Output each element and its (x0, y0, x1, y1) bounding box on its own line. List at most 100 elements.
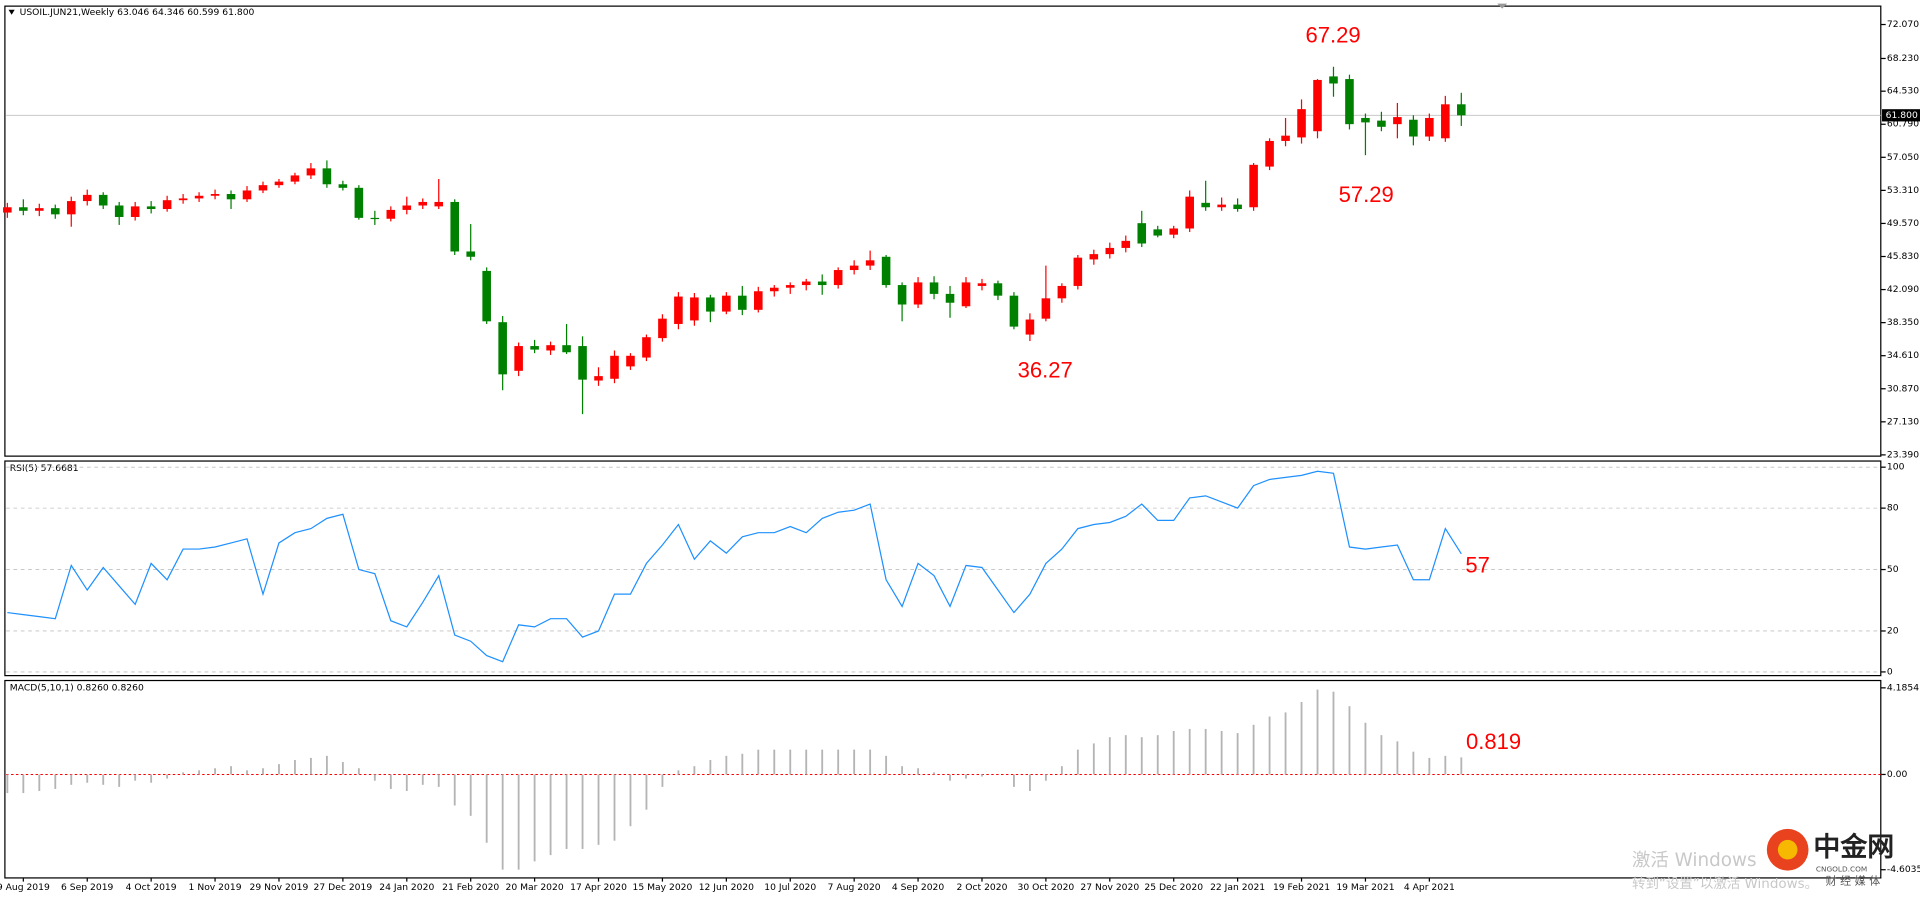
candle-body (1441, 104, 1450, 139)
x-tick-label: 4 Oct 2019 (126, 882, 177, 893)
x-tick-label: 17 Apr 2020 (570, 882, 627, 893)
last-price-box (1882, 109, 1920, 122)
candle-body (498, 322, 507, 375)
candle-body (1281, 135, 1290, 141)
x-tick-label: 2 Oct 2020 (957, 882, 1008, 893)
x-tick-label: 29 Nov 2019 (250, 882, 309, 893)
candle-body (466, 251, 475, 257)
candle-body (1457, 104, 1466, 116)
candle-body (1345, 79, 1354, 125)
y-tick-label: 23.390 (1887, 449, 1919, 460)
candle-body (562, 345, 571, 353)
candle-body (1169, 228, 1179, 235)
candle-body (1201, 202, 1210, 208)
y-tick-label: 20 (1887, 625, 1899, 636)
macd-title: MACD(5,10,1) 0.8260 0.8260 (10, 682, 144, 693)
candle-body (769, 287, 779, 292)
candle-body (306, 168, 316, 176)
candle-body (19, 207, 28, 211)
candle-body (849, 265, 859, 271)
candle-body (242, 190, 252, 200)
y-tick-label: 100 (1887, 462, 1905, 473)
candle-body (1105, 247, 1115, 255)
watermark: 转到“设置”以激活 Windows。 (1632, 876, 1818, 892)
candle-body (386, 209, 396, 219)
candle-body (738, 295, 747, 310)
candle-body (530, 346, 539, 350)
candle-body (370, 217, 380, 220)
candle-body (50, 208, 60, 215)
candle-body (290, 175, 300, 182)
candle-body (1121, 240, 1131, 248)
candle-body (674, 296, 683, 324)
annotation: 57 (1465, 552, 1490, 577)
x-tick-label: 27 Nov 2020 (1080, 882, 1139, 893)
candle-body (418, 201, 428, 206)
candle-body (833, 270, 843, 286)
candle-body (913, 282, 923, 305)
y-tick-label: 0.00 (1887, 769, 1908, 780)
candle-body (178, 198, 188, 201)
candle-body (322, 168, 332, 185)
candle-body (881, 256, 891, 286)
last-price-label: 61.800 (1886, 110, 1918, 121)
candle-body (1249, 164, 1258, 208)
x-tick-label: 27 Dec 2019 (314, 882, 373, 893)
x-tick-label: 4 Sep 2020 (892, 882, 945, 893)
y-tick-label: 72.070 (1887, 19, 1919, 30)
candle-body (897, 285, 907, 305)
x-tick-label: 24 Jan 2020 (379, 882, 434, 893)
x-tick-label: 12 Jun 2020 (699, 882, 754, 893)
y-tick-label: 57.050 (1887, 152, 1919, 163)
shift-marker (1497, 3, 1508, 9)
rsi-panel (4, 460, 1882, 677)
candle-body (1265, 140, 1274, 167)
candle-body (1137, 223, 1147, 244)
candle-body (146, 206, 156, 210)
candle-body (1153, 229, 1163, 236)
candle-body (1393, 117, 1402, 125)
candle-body (514, 346, 523, 371)
candle-body (82, 194, 92, 202)
y-tick-label: 60.790 (1887, 119, 1919, 130)
x-tick-label: 20 Mar 2020 (505, 882, 563, 893)
annotation: 36.27 (1018, 357, 1073, 382)
candle-body (961, 282, 971, 307)
candle-body (1409, 119, 1418, 137)
watermark: 激活 Windows (1632, 850, 1757, 871)
candle-body (1057, 285, 1067, 299)
candle-body (817, 281, 827, 286)
y-tick-label: 27.130 (1887, 416, 1919, 427)
candle-body (754, 291, 763, 310)
logo-site: CNGOLD.COM (1816, 864, 1867, 873)
x-tick-label: 1 Nov 2019 (189, 882, 242, 893)
candle-body (1025, 319, 1035, 335)
y-tick-label: 80 (1887, 503, 1899, 514)
y-tick-label: 4.1854 (1887, 682, 1919, 693)
candle-body (578, 346, 587, 380)
candle-body (594, 376, 603, 381)
x-tick-label: 19 Mar 2021 (1336, 882, 1394, 893)
candle-body (801, 281, 811, 286)
candle-body (1073, 257, 1083, 286)
candle-body (1009, 295, 1019, 327)
candle-body (1233, 204, 1242, 210)
candle-body (450, 201, 460, 252)
x-tick-label: 19 Feb 2021 (1273, 882, 1330, 893)
candle-body (1329, 76, 1338, 84)
x-tick-label: 7 Aug 2020 (828, 882, 881, 893)
candle-body (130, 206, 140, 217)
candle-body (3, 207, 12, 213)
candle-body (690, 297, 699, 321)
candle-body (1297, 109, 1306, 138)
menu-arrow[interactable] (8, 9, 15, 15)
x-tick-label: 22 Jan 2021 (1210, 882, 1265, 893)
candle-body (1089, 254, 1099, 260)
x-tick-label: 15 May 2020 (632, 882, 692, 893)
candle-body (610, 355, 619, 379)
logo-icon (1777, 839, 1798, 860)
x-tick-label: 25 Dec 2020 (1144, 882, 1203, 893)
logo-text: 中金网 (1813, 831, 1894, 863)
